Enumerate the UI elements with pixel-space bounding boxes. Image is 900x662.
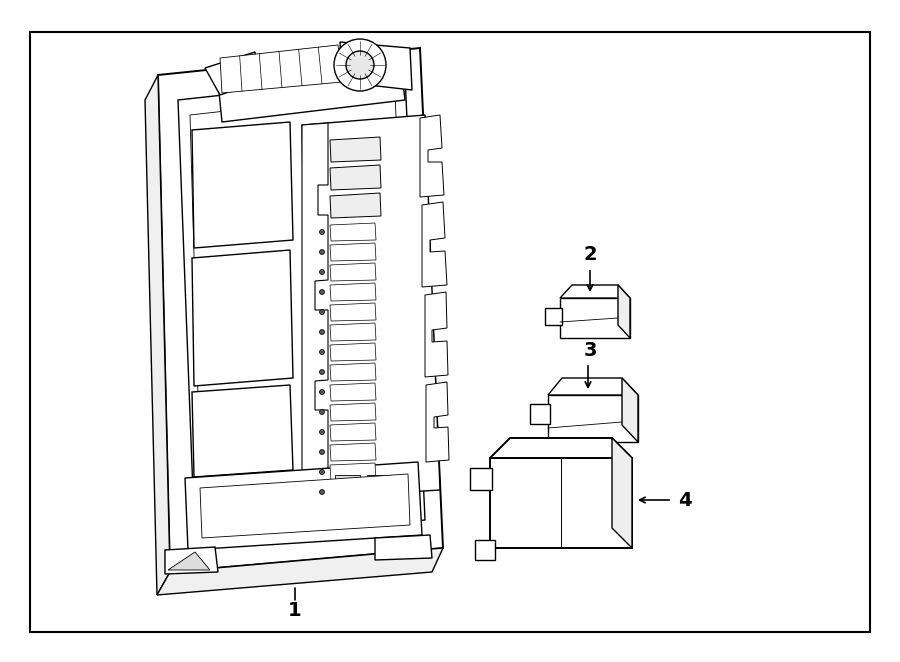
- Polygon shape: [367, 475, 392, 492]
- Polygon shape: [302, 123, 328, 492]
- Polygon shape: [302, 115, 440, 498]
- Polygon shape: [190, 92, 412, 535]
- Polygon shape: [330, 193, 381, 218]
- Polygon shape: [330, 403, 376, 421]
- Polygon shape: [165, 547, 218, 574]
- Polygon shape: [475, 540, 495, 560]
- Circle shape: [320, 430, 325, 434]
- Polygon shape: [330, 137, 381, 162]
- Polygon shape: [185, 462, 422, 550]
- Polygon shape: [490, 438, 632, 458]
- Polygon shape: [548, 378, 638, 395]
- Polygon shape: [330, 443, 376, 461]
- Polygon shape: [157, 548, 443, 595]
- Polygon shape: [192, 122, 293, 248]
- Circle shape: [320, 469, 325, 475]
- Circle shape: [320, 449, 325, 455]
- Polygon shape: [420, 115, 444, 197]
- Polygon shape: [330, 363, 376, 381]
- Circle shape: [320, 230, 325, 234]
- Circle shape: [320, 389, 325, 395]
- Polygon shape: [330, 323, 376, 341]
- Polygon shape: [422, 202, 447, 287]
- Polygon shape: [192, 250, 293, 386]
- Polygon shape: [530, 404, 550, 424]
- Polygon shape: [545, 308, 562, 325]
- Polygon shape: [330, 165, 381, 190]
- Polygon shape: [205, 52, 258, 95]
- Circle shape: [320, 310, 325, 314]
- Polygon shape: [330, 263, 376, 281]
- Circle shape: [320, 289, 325, 295]
- Polygon shape: [330, 223, 376, 241]
- Polygon shape: [622, 378, 638, 442]
- Circle shape: [320, 350, 325, 354]
- Polygon shape: [220, 45, 342, 93]
- Polygon shape: [330, 463, 376, 481]
- Circle shape: [346, 51, 374, 79]
- Polygon shape: [218, 58, 405, 122]
- Polygon shape: [330, 303, 376, 321]
- Polygon shape: [560, 285, 630, 298]
- Circle shape: [320, 330, 325, 334]
- Polygon shape: [168, 552, 210, 570]
- Polygon shape: [330, 423, 376, 441]
- Polygon shape: [200, 474, 410, 538]
- Circle shape: [320, 250, 325, 254]
- Circle shape: [320, 489, 325, 495]
- Polygon shape: [548, 395, 638, 442]
- Polygon shape: [560, 298, 630, 338]
- Text: 2: 2: [583, 246, 597, 265]
- Polygon shape: [490, 458, 632, 548]
- Circle shape: [320, 369, 325, 375]
- Polygon shape: [340, 42, 412, 90]
- Polygon shape: [618, 285, 630, 338]
- Text: 4: 4: [679, 491, 692, 510]
- Circle shape: [320, 410, 325, 414]
- Polygon shape: [192, 385, 293, 477]
- Polygon shape: [145, 75, 170, 595]
- Polygon shape: [335, 475, 360, 492]
- Polygon shape: [470, 468, 492, 490]
- Polygon shape: [367, 495, 392, 512]
- Polygon shape: [330, 283, 376, 301]
- Polygon shape: [158, 48, 443, 572]
- Polygon shape: [335, 495, 360, 512]
- Polygon shape: [425, 292, 448, 377]
- Polygon shape: [330, 243, 376, 261]
- Circle shape: [334, 39, 386, 91]
- Circle shape: [320, 269, 325, 275]
- Polygon shape: [612, 438, 632, 548]
- Polygon shape: [375, 535, 432, 560]
- Text: 3: 3: [583, 340, 597, 359]
- Polygon shape: [330, 383, 376, 401]
- Polygon shape: [330, 483, 376, 501]
- Text: 1: 1: [288, 600, 302, 620]
- Polygon shape: [178, 75, 425, 545]
- Polygon shape: [426, 382, 449, 462]
- Polygon shape: [330, 343, 376, 361]
